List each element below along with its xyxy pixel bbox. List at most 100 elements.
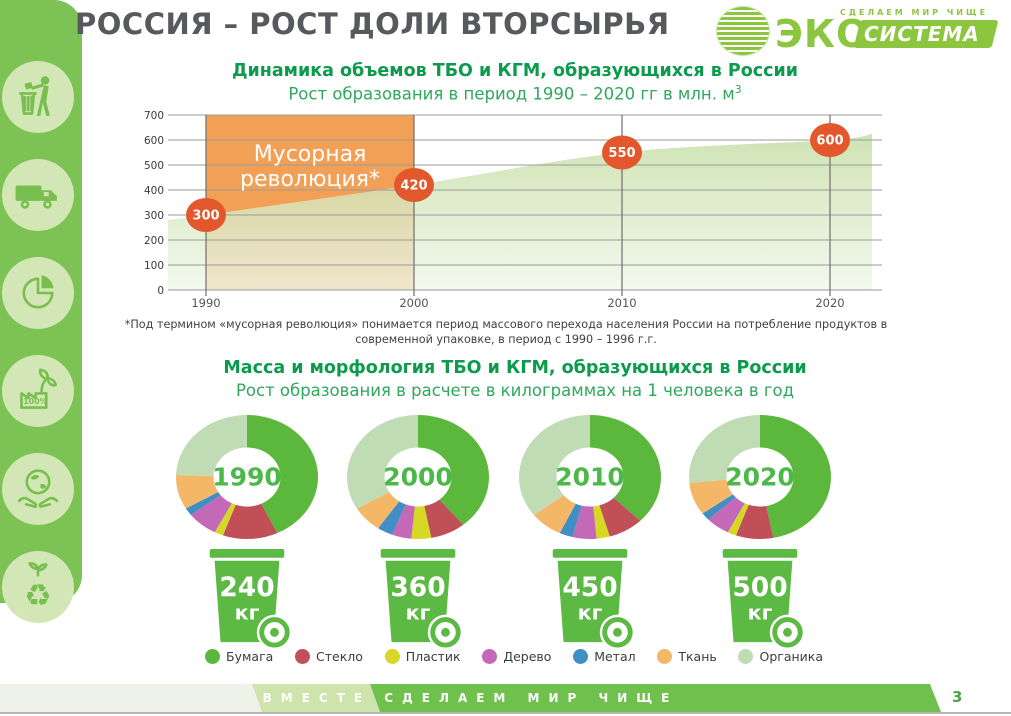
donut-slice	[176, 475, 219, 509]
bin-weight-value: 240	[219, 572, 274, 603]
svg-text:2000: 2000	[399, 296, 428, 309]
area-chart-svg: 1990 2000 2010 2020 0 100 200 300 400 500 600 700 Му…	[144, 110, 882, 310]
donut-slice	[391, 504, 415, 539]
donut-slice	[214, 503, 236, 536]
donut-slice	[356, 492, 400, 529]
waste-bin-2020: 500 кг	[705, 547, 815, 650]
recycle-glyph: ♻	[24, 578, 52, 613]
donut-svg: 2020	[689, 415, 831, 539]
donut-slice	[593, 505, 610, 539]
svg-text:1990: 1990	[191, 296, 220, 309]
tidyman-icon	[2, 61, 74, 133]
donut-slice	[247, 415, 318, 534]
donut-slice	[533, 495, 576, 534]
donut-chart-2020: 2020	[680, 407, 840, 548]
svg-text:0: 0	[157, 285, 164, 297]
donut-slice	[378, 501, 406, 535]
svg-text:600: 600	[816, 134, 843, 149]
factory-percent-label: 100%	[23, 397, 47, 406]
svg-text:2010: 2010	[607, 296, 636, 309]
donut-slice	[185, 492, 221, 516]
legend-item-wood: Дерево	[482, 649, 551, 664]
svg-text:200: 200	[144, 235, 164, 247]
donut-year-label: 2000	[383, 463, 453, 492]
svg-text:700: 700	[144, 110, 164, 122]
donut-year-label: 1990	[212, 463, 282, 492]
volume-area-chart: 1990 2000 2010 2020 0 100 200 300 400 500 600 700 Му…	[138, 109, 882, 310]
svg-text:550: 550	[608, 146, 635, 161]
donut-slice	[735, 504, 774, 539]
donut-slice	[727, 503, 749, 536]
globe-stripes-icon	[716, 6, 770, 56]
bin-weight-unit: кг	[406, 601, 431, 625]
donut-svg: 2000	[347, 415, 489, 539]
donut-svg: 2010	[519, 415, 661, 539]
volume-chart-subtitle: Рост образования в период 1990 – 2020 гг…	[288, 83, 742, 104]
legend-swatch	[573, 649, 589, 664]
donut-chart-2010: 2010	[510, 407, 670, 548]
svg-text:300: 300	[192, 209, 219, 224]
logo-eco-text: ЭКО	[775, 12, 870, 56]
donut-svg: 1990	[176, 415, 318, 539]
legend-swatch	[482, 649, 498, 664]
donut-slice	[411, 505, 432, 539]
legend-swatch	[384, 649, 400, 664]
svg-text:500: 500	[144, 160, 164, 172]
waste-bin-2010: 450 кг	[535, 547, 645, 650]
donut-year-label: 2020	[725, 463, 795, 492]
bin-weight-unit: кг	[578, 601, 603, 625]
svg-text:революция*: революция*	[240, 167, 380, 192]
donut-slice	[176, 415, 247, 477]
footer-banner	[0, 684, 941, 712]
bin-weight-value: 360	[390, 572, 445, 603]
subtitle-superscript: 3	[734, 83, 742, 96]
legend-item-paper: Бумага	[205, 649, 273, 664]
legend-swatch	[295, 649, 311, 664]
donut-slice	[590, 415, 661, 521]
company-logo: ЭКО СДЕЛАЕМ МИР ЧИЩЕ СИСТЕМА	[712, 4, 999, 56]
bin-weight-unit: кг	[235, 601, 260, 625]
bin-weight-value: 450	[562, 572, 617, 603]
legend-item-organics: Органика	[738, 649, 823, 664]
bin-weight-value: 500	[732, 572, 787, 603]
donut-slice	[708, 497, 745, 533]
donut-slice	[347, 415, 418, 509]
donut-chart-2000: 2000	[338, 407, 498, 548]
donut-slice	[418, 415, 489, 525]
svg-text:600: 600	[144, 135, 164, 147]
legend-swatch	[657, 649, 673, 664]
donut-slice	[424, 499, 464, 538]
mass-chart-title: Масса и морфология ТБО и КГМ, образующих…	[223, 358, 807, 378]
eco-factory-icon: 100%	[2, 355, 74, 427]
hands-globe-icon	[2, 453, 74, 525]
legend-item-plastic: Пластик	[384, 649, 461, 664]
logo-tagline: СДЕЛАЕМ МИР ЧИЩЕ	[840, 8, 989, 17]
donut-slice	[760, 415, 831, 538]
sidebar: 100% ♻	[0, 0, 82, 623]
legend-item-metal: Метал	[573, 649, 636, 664]
donut-slice	[190, 495, 232, 533]
legend-item-fabric: Ткань	[657, 649, 717, 664]
footnote: *Под термином «мусорная революция» поним…	[124, 318, 888, 347]
donut-slice	[689, 415, 760, 483]
legend-swatch	[738, 649, 754, 664]
svg-text:100: 100	[144, 260, 164, 272]
svg-text:400: 400	[144, 185, 164, 197]
logo-sistema-text: СИСТЕМА	[864, 22, 980, 46]
svg-text:Мусорная: Мусорная	[254, 142, 367, 167]
donut-slice	[702, 494, 736, 520]
waste-bin-1990: 240 кг	[192, 547, 302, 650]
garbage-truck-icon	[2, 159, 74, 231]
pie-chart-icon	[2, 257, 74, 329]
svg-text:300: 300	[144, 210, 164, 222]
donut-slice	[599, 497, 641, 537]
donut-slice	[519, 415, 590, 516]
recycle-plant-icon: ♻	[2, 551, 74, 623]
bottom-divider	[0, 712, 1011, 714]
donut-slice	[572, 505, 597, 539]
donut-chart-1990: 1990	[167, 407, 327, 548]
legend-swatch	[205, 649, 220, 664]
volume-chart-title: Динамика объемов ТБО и КГМ, образующихся…	[231, 61, 799, 81]
donut-year-label: 2010	[555, 463, 625, 492]
